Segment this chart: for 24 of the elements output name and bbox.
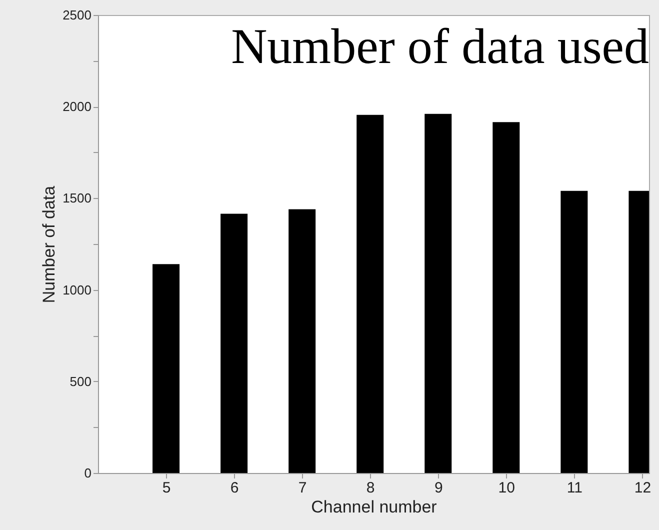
y-tick-label: 2000 <box>62 99 92 114</box>
bar <box>492 122 520 473</box>
bar <box>424 114 452 473</box>
bar <box>356 114 384 473</box>
x-tick-label: 9 <box>434 480 443 496</box>
x-axis-title: Channel number <box>311 498 438 516</box>
x-tick-label: 11 <box>566 480 582 496</box>
x-tick-label: 10 <box>498 480 515 496</box>
x-tick-label: 7 <box>298 480 307 496</box>
y-tick-label: 1500 <box>62 190 92 206</box>
y-tick-label: 0 <box>84 466 92 480</box>
y-tick-label: 500 <box>70 374 92 389</box>
bar <box>288 209 316 473</box>
x-tick-label: 6 <box>230 480 239 496</box>
chart-title: Number of data used <box>231 18 649 74</box>
x-tick-label: 8 <box>366 480 375 496</box>
y-tick-label: 1000 <box>62 282 92 298</box>
y-axis-title: Number of data <box>40 185 59 304</box>
x-tick-label: 12 <box>634 480 652 496</box>
y-tick-label: 2500 <box>62 8 92 22</box>
bar <box>220 214 248 473</box>
bar <box>152 264 180 473</box>
x-tick-label: 5 <box>162 480 171 496</box>
bar <box>560 190 588 473</box>
